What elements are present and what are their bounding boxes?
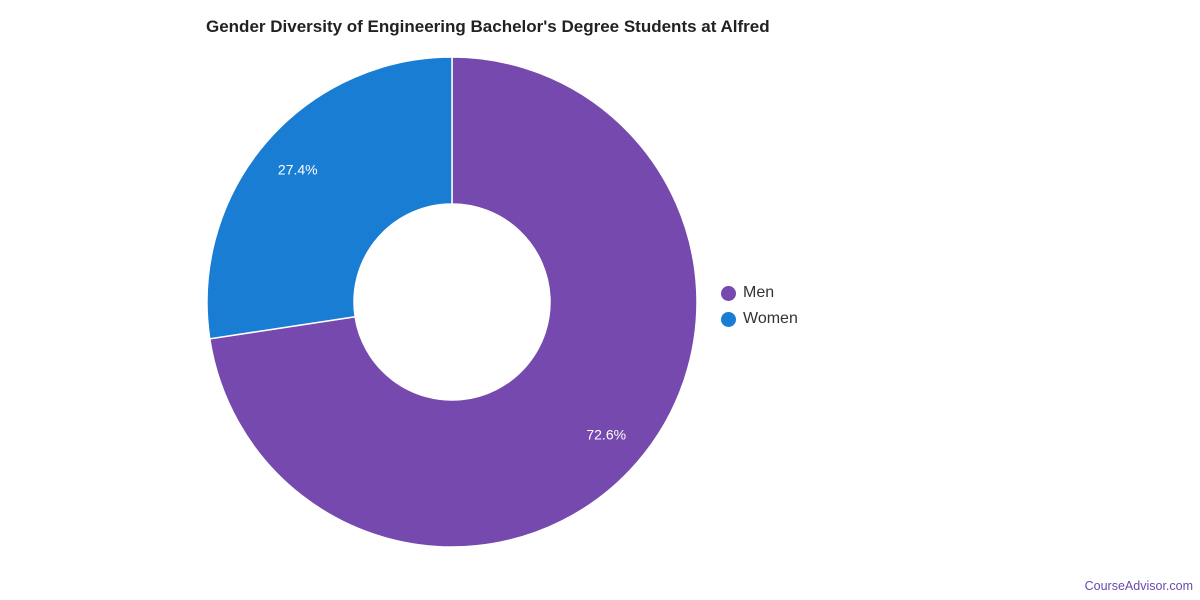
chart-legend: Men Women [721, 280, 798, 332]
legend-item-men[interactable]: Men [721, 280, 798, 306]
courseadvisor-watermark: CourseAdvisor.com [1084, 579, 1193, 593]
legend-swatch-men [721, 285, 736, 301]
slice-men[interactable] [208, 56, 698, 548]
legend-label-women: Women [743, 310, 798, 327]
legend-swatch-women [721, 311, 736, 327]
chart-title: Gender Diversity of Engineering Bachelor… [206, 17, 770, 36]
legend-label-men: Men [743, 284, 775, 301]
slice-label-men: 72.6% [586, 427, 626, 443]
legend-item-women[interactable]: Women [721, 306, 798, 332]
slice-label-women: 27.4% [278, 161, 318, 177]
slice-women[interactable] [206, 56, 453, 340]
